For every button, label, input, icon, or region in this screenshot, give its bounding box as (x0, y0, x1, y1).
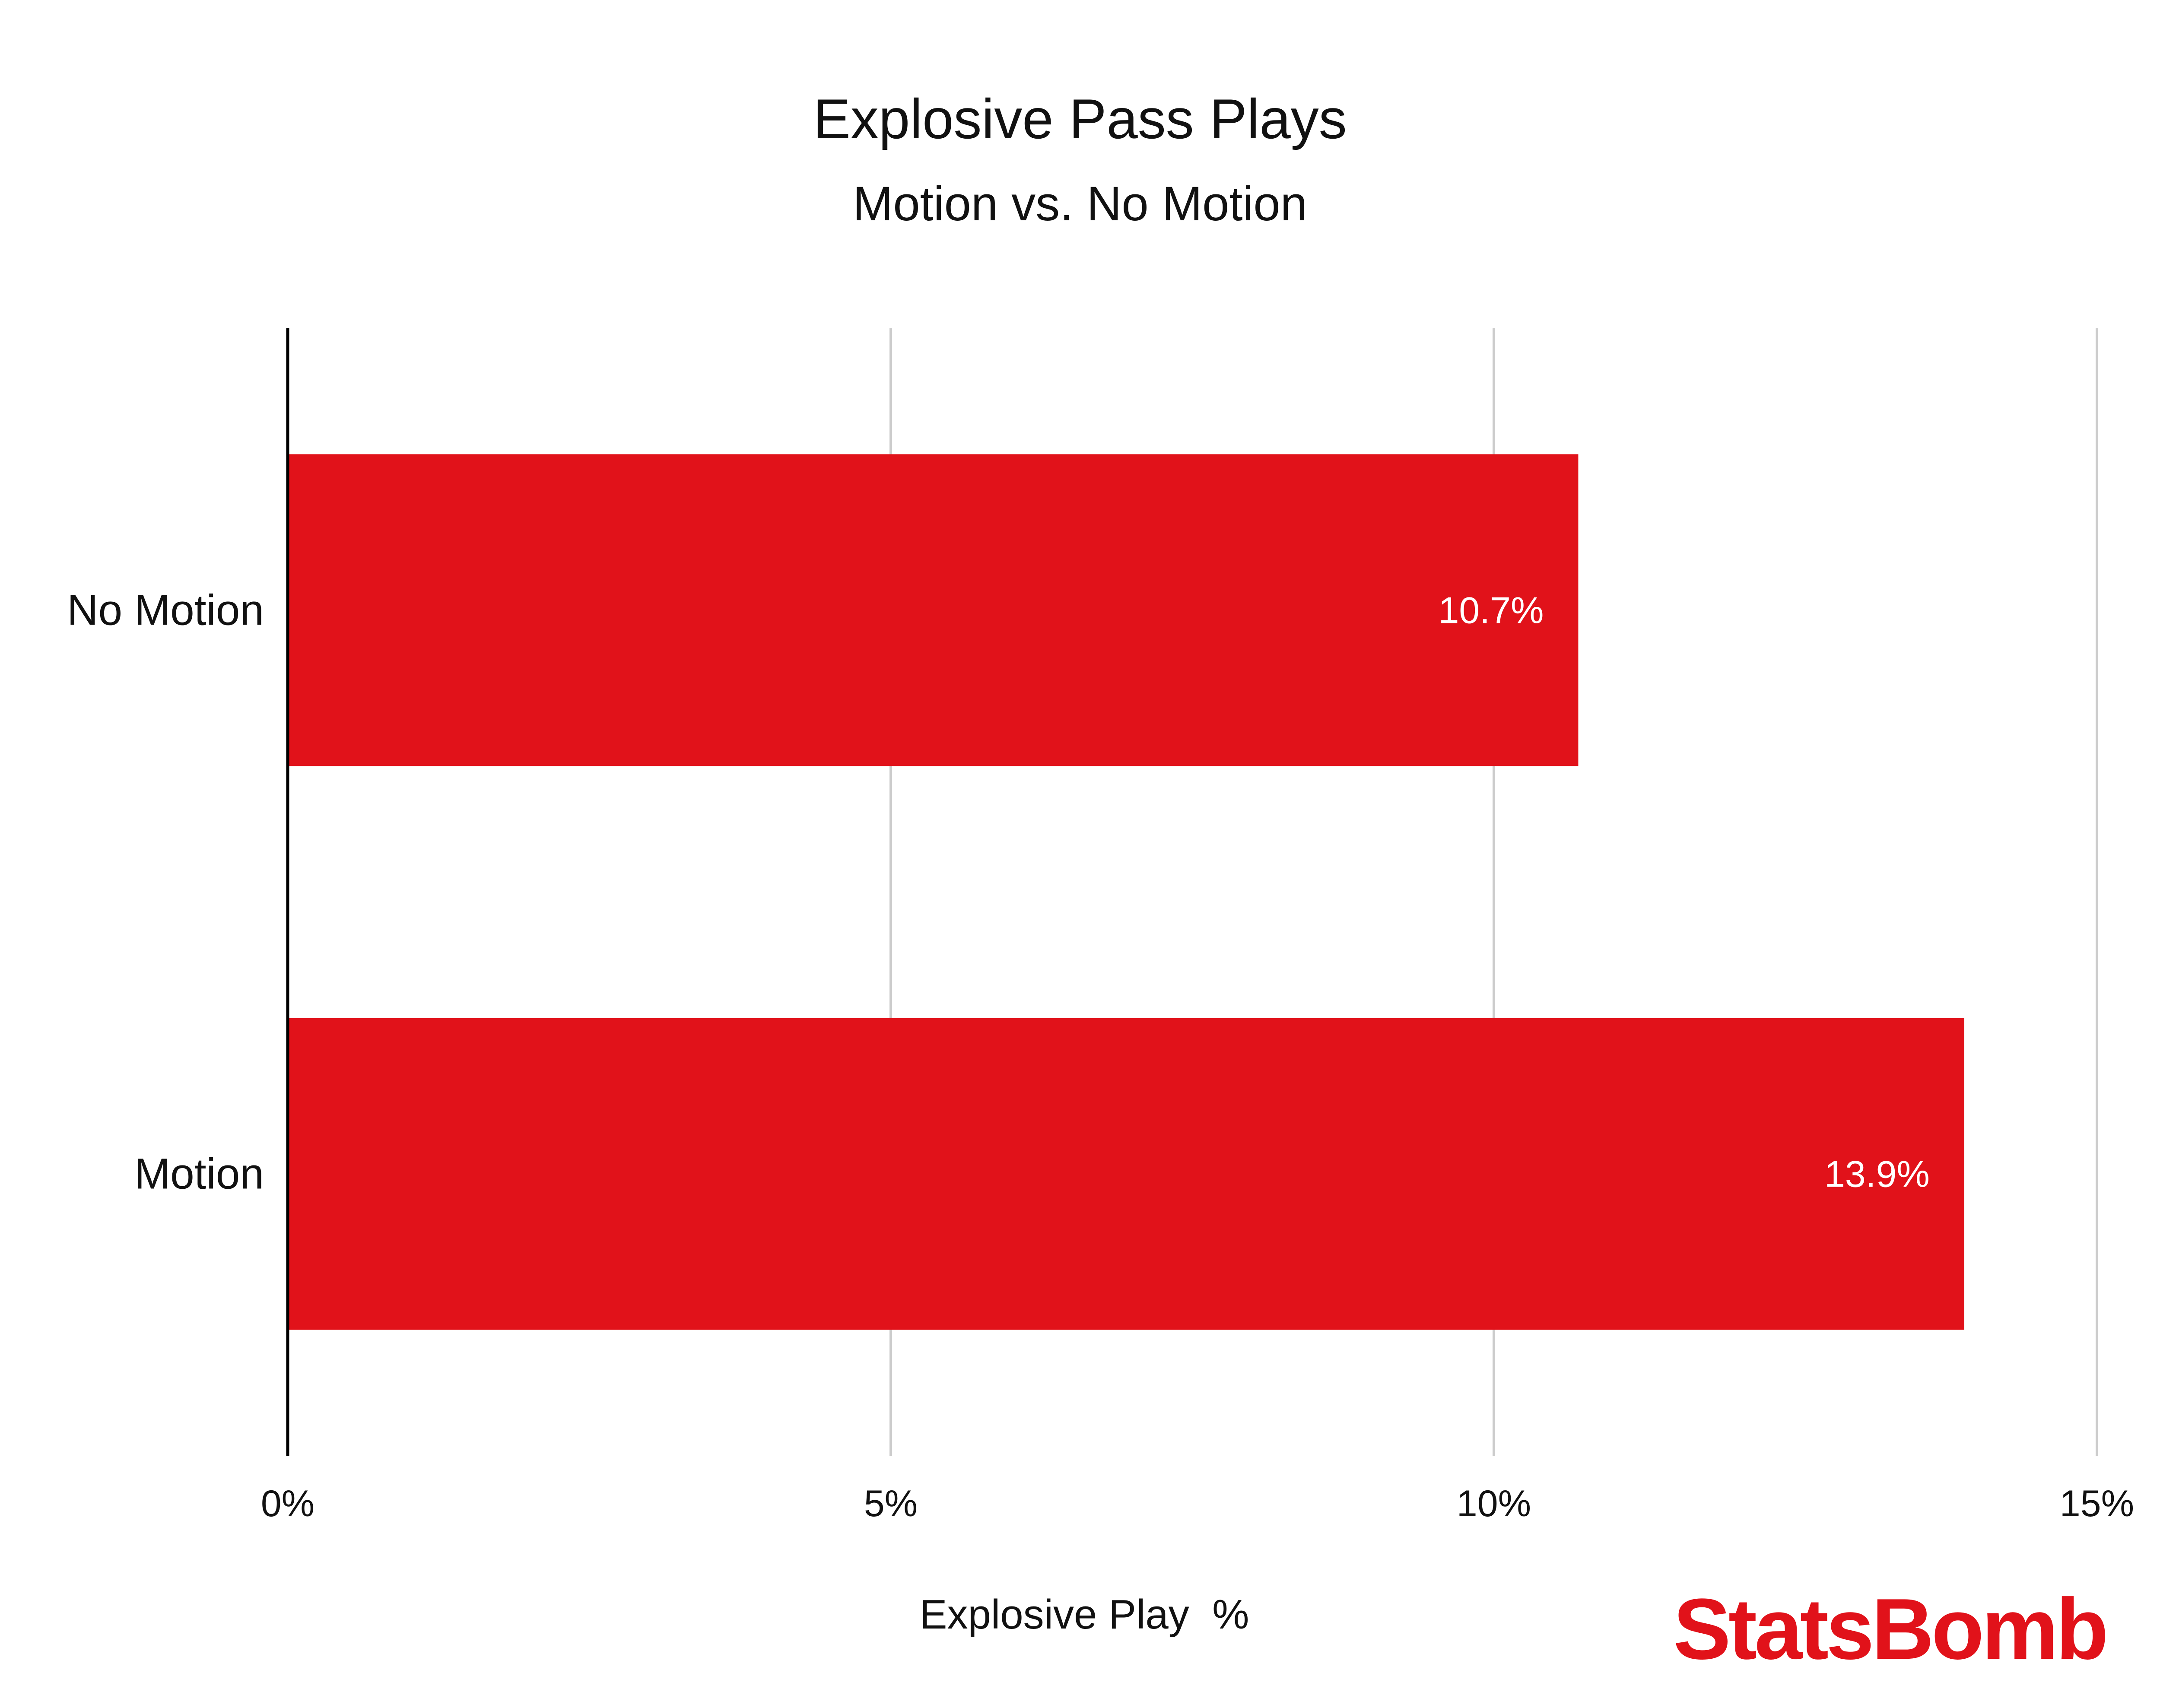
data-label: 13.9% (1824, 1154, 1930, 1195)
y-category-label: Motion (134, 1150, 264, 1198)
chart-subtitle: Motion vs. No Motion (853, 177, 1307, 231)
x-tick-label: 5% (864, 1483, 918, 1524)
bar-motion (288, 1018, 1964, 1330)
x-tick-label: 0% (261, 1483, 314, 1524)
data-label: 10.7% (1439, 590, 1544, 632)
bars (288, 454, 1964, 1330)
bar-no-motion (288, 454, 1579, 766)
x-tick-label: 10% (1457, 1483, 1531, 1524)
labels: 0% 5% 10% 15% 10.7% No Motion 13.9% Motion (67, 586, 2134, 1525)
x-axis-title: Explosive Play % (920, 1591, 1249, 1638)
y-category-label: No Motion (67, 586, 264, 635)
statsbomb-logo: StatsBomb (1673, 1581, 2106, 1677)
x-tick-label: 15% (2060, 1483, 2134, 1524)
chart-title: Explosive Pass Plays (813, 87, 1347, 150)
